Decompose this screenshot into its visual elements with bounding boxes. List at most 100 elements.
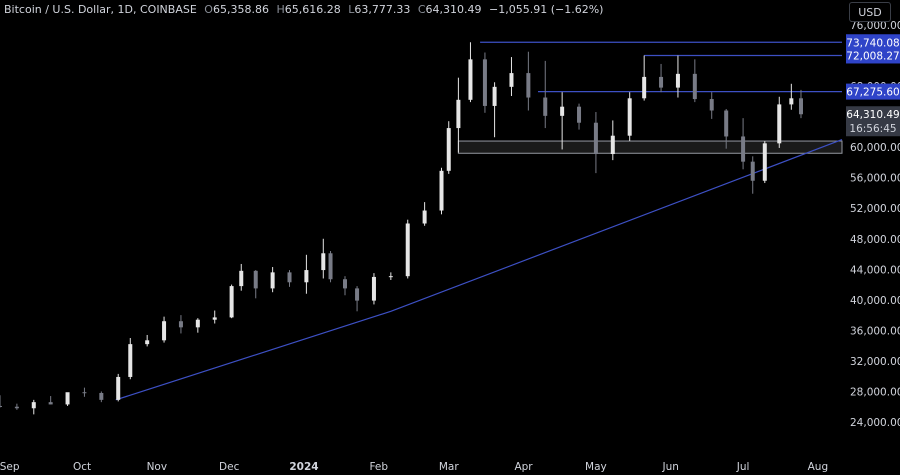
candle-body bbox=[0, 405, 2, 407]
candle-body bbox=[709, 99, 714, 111]
candle-body bbox=[526, 73, 531, 98]
candle bbox=[526, 51, 531, 111]
candle bbox=[627, 92, 632, 142]
candle-body bbox=[492, 86, 497, 106]
candle bbox=[482, 52, 487, 113]
trendline bbox=[115, 139, 843, 401]
candle-body bbox=[446, 128, 451, 171]
candle bbox=[560, 92, 565, 150]
candle bbox=[456, 77, 461, 153]
price-tag-label: 73,740.08 bbox=[846, 37, 899, 49]
price-tag-box bbox=[846, 47, 900, 64]
candle bbox=[439, 167, 444, 215]
price-axis[interactable]: 24,000.00 28,000.00 32,000.00 36,000.00 40,0… bbox=[850, 20, 900, 429]
candle-body bbox=[560, 106, 565, 116]
candle bbox=[610, 120, 615, 161]
candle bbox=[798, 89, 803, 119]
price-tag: 73,740.08 bbox=[846, 34, 900, 51]
candle-body bbox=[65, 392, 70, 405]
candle-body bbox=[253, 270, 258, 289]
candle bbox=[762, 141, 767, 184]
candle bbox=[229, 284, 234, 319]
candle-body bbox=[195, 319, 200, 328]
candle-body bbox=[99, 392, 104, 400]
y-tick-label: 76,000.00 bbox=[850, 20, 900, 32]
candle bbox=[750, 156, 755, 194]
candle-body bbox=[178, 321, 183, 328]
low-value: 63,777.33 bbox=[354, 3, 411, 16]
x-tick-label: Feb bbox=[369, 461, 388, 473]
candle bbox=[371, 273, 376, 305]
support-zone bbox=[457, 140, 843, 154]
candle-body bbox=[692, 73, 697, 100]
candle-body bbox=[128, 344, 133, 377]
candle bbox=[343, 276, 348, 296]
last-price-label: 64,310.49 bbox=[846, 109, 899, 121]
candle-body bbox=[642, 76, 647, 99]
candle-body bbox=[371, 276, 376, 301]
candle-body bbox=[593, 122, 598, 155]
candle-body bbox=[212, 317, 217, 320]
candle bbox=[212, 310, 217, 324]
candle-body bbox=[229, 286, 234, 318]
x-tick-label: May bbox=[585, 461, 607, 473]
price-tag-label: 72,008.27 bbox=[846, 50, 899, 62]
candle bbox=[178, 315, 183, 334]
candle bbox=[509, 57, 514, 97]
x-tick-label: Apr bbox=[514, 461, 533, 473]
candle bbox=[355, 286, 360, 312]
candle bbox=[270, 267, 275, 293]
candle-body bbox=[509, 73, 514, 87]
price-tag-box bbox=[846, 34, 900, 51]
x-tick-label: Dec bbox=[219, 461, 240, 473]
candle bbox=[709, 92, 714, 119]
price-tag: 72,008.27 bbox=[846, 47, 900, 64]
candle bbox=[14, 403, 19, 410]
candle bbox=[145, 334, 150, 347]
trendline-path bbox=[115, 139, 843, 401]
currency-button[interactable]: USD bbox=[849, 2, 891, 22]
candle-body bbox=[48, 402, 53, 405]
candle-body bbox=[798, 98, 803, 115]
candle-body bbox=[388, 276, 393, 278]
last-price-box bbox=[846, 106, 900, 137]
candle-body bbox=[321, 253, 326, 271]
candle-body bbox=[31, 402, 36, 409]
candle-body bbox=[304, 270, 309, 283]
candle bbox=[692, 59, 697, 103]
candle-body bbox=[82, 392, 87, 394]
candle bbox=[741, 118, 746, 170]
y-tick-label: 40,000.00 bbox=[850, 295, 900, 307]
y-tick-label: 60,000.00 bbox=[850, 142, 900, 154]
support-zone-box bbox=[457, 140, 843, 154]
low-label: L bbox=[348, 3, 355, 16]
high-value: 65,616.28 bbox=[284, 3, 341, 16]
price-tag: 67,275.60 bbox=[846, 83, 900, 100]
candle bbox=[577, 103, 582, 130]
candles bbox=[0, 42, 803, 415]
candle-body bbox=[724, 110, 729, 137]
candle bbox=[287, 270, 292, 287]
y-tick-label: 28,000.00 bbox=[850, 386, 900, 398]
last-price-tag: 64,310.49 16:56:45 bbox=[846, 106, 900, 137]
candle-body bbox=[610, 135, 615, 155]
y-tick-label: 32,000.00 bbox=[850, 356, 900, 368]
candle bbox=[724, 108, 729, 149]
x-tick-label: 2024 bbox=[289, 461, 318, 473]
candle-body bbox=[750, 161, 755, 181]
symbol-title[interactable]: Bitcoin / U.S. Dollar, 1D, COINBASE bbox=[4, 3, 197, 16]
candle bbox=[48, 396, 53, 405]
x-tick-label: Jul bbox=[736, 461, 750, 473]
candle bbox=[31, 399, 36, 415]
candle-body bbox=[777, 104, 782, 144]
candle bbox=[446, 121, 451, 174]
candle bbox=[543, 60, 548, 129]
candle bbox=[388, 272, 393, 280]
y-tick-label: 56,000.00 bbox=[850, 173, 900, 185]
candle-body bbox=[675, 73, 680, 88]
time-axis[interactable]: Sep Oct Nov Dec 2024 Feb Mar Apr May Jun Jul Aug bbox=[0, 461, 828, 473]
price-tag-box bbox=[846, 83, 900, 100]
candle bbox=[195, 318, 200, 333]
